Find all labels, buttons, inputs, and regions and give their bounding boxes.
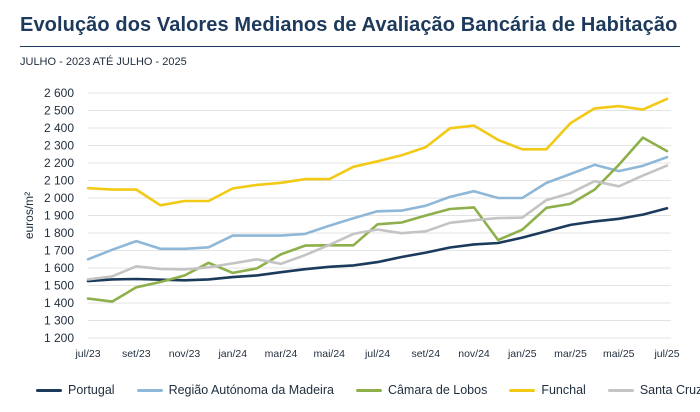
legend-swatch [509, 388, 536, 392]
y-axis-label: euros/m² [22, 192, 36, 239]
legend-label: Região Autónoma da Madeira [168, 383, 334, 397]
series-line-0 [86, 207, 669, 283]
x-tick-label: jan/25 [507, 348, 537, 360]
x-tick-label: mai/25 [603, 348, 635, 360]
series-line-2 [86, 136, 669, 303]
chart-title: Evolução dos Valores Medianos de Avaliaç… [20, 14, 678, 36]
chart-legend: Portugal Região Autónoma da Madeira Câmara… [36, 380, 700, 400]
legend-item: Câmara de Lobos [355, 383, 488, 397]
x-tick-label: jul/23 [74, 348, 100, 360]
x-tick-label: jul/25 [653, 348, 679, 360]
legend-item: Região Autónoma da Madeira [136, 383, 334, 397]
y-tick-label: 1 300 [44, 314, 74, 328]
x-tick-label: jul/24 [364, 348, 390, 360]
legend-label: Funchal [541, 383, 586, 397]
y-tick-label: 1 200 [44, 331, 74, 345]
x-tick-label: mai/24 [313, 348, 345, 360]
x-tick-label: mar/24 [265, 348, 298, 360]
y-tick-label: 1 700 [44, 244, 74, 258]
legend-item: Funchal [509, 383, 586, 397]
y-tick-label: 2 500 [44, 104, 74, 118]
legend-swatch [36, 388, 62, 392]
legend-swatch [607, 388, 634, 392]
x-tick-label: jan/24 [217, 348, 247, 360]
legend-swatch [136, 388, 163, 392]
y-tick-label: 2 400 [44, 121, 74, 135]
legend-item: Santa Cruz [607, 383, 700, 397]
y-tick-label: 2 000 [44, 191, 74, 205]
y-tick-label: 2 200 [44, 156, 74, 170]
y-tick-label: 1 800 [44, 226, 74, 240]
x-tick-label: nov/23 [169, 348, 201, 360]
legend-item: Portugal [36, 383, 115, 397]
legend-label: Portugal [68, 383, 115, 397]
y-tick-label: 1 500 [44, 279, 74, 293]
series-line-3 [86, 97, 669, 207]
series-line-1 [86, 155, 669, 261]
title-divider [20, 46, 680, 47]
y-tick-label: 2 100 [44, 174, 74, 188]
x-tick-label: set/23 [122, 348, 151, 360]
chart-subtitle: JULHO - 2023 ATÉ JULHO - 2025 [20, 56, 187, 68]
x-tick-label: mar/25 [554, 348, 587, 360]
legend-label: Santa Cruz [639, 383, 700, 397]
y-tick-label: 1 900 [44, 209, 74, 223]
y-tick-label: 1 600 [44, 261, 74, 275]
legend-label: Câmara de Lobos [387, 383, 488, 397]
y-tick-label: 2 300 [44, 139, 74, 153]
x-tick-label: set/24 [411, 348, 440, 360]
y-tick-label: 2 600 [44, 86, 74, 100]
legend-swatch [355, 388, 382, 392]
y-tick-label: 1 400 [44, 296, 74, 310]
series-line-4 [86, 164, 669, 281]
x-tick-label: nov/24 [458, 348, 490, 360]
